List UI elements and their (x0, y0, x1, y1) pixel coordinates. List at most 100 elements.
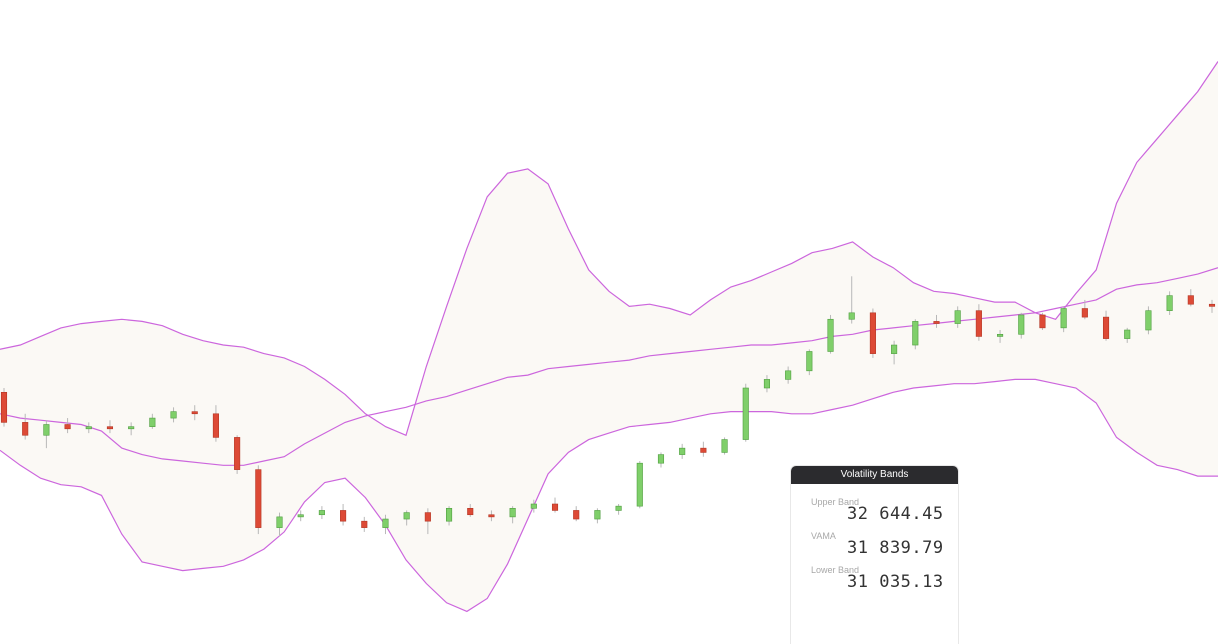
candle (869, 308, 876, 358)
candle (806, 349, 813, 376)
candle-body-up (297, 514, 304, 518)
candle-body-down (700, 447, 707, 453)
candle-body-up (954, 310, 961, 324)
candle-body-up (891, 344, 898, 354)
vama-row: VAMA 31 839.79 (791, 531, 958, 565)
candle-body-down (467, 507, 474, 516)
volatility-bands-panel: Volatility Bands Upper Band 32 644.45 VA… (790, 465, 959, 644)
candle-body-up (848, 312, 855, 320)
candle-body-up (403, 512, 410, 520)
candle-body-up (446, 507, 453, 522)
candle-body-down (106, 426, 114, 430)
candle-body-down (22, 422, 29, 436)
candle (975, 304, 982, 341)
candle (43, 420, 50, 449)
candle (1187, 289, 1194, 307)
candle (912, 319, 919, 350)
candle (149, 413, 156, 429)
candle-body-up (128, 426, 135, 430)
candle-body-down (340, 510, 347, 522)
candle (403, 510, 410, 526)
candle-body-down (1102, 316, 1110, 339)
candle (424, 508, 431, 535)
candle-body-down (551, 503, 559, 511)
candle (891, 340, 898, 365)
lower-band-label: Lower Band (811, 565, 860, 575)
upper-band-row: Upper Band 32 644.45 (791, 497, 958, 531)
candle (340, 504, 347, 526)
candle (573, 506, 580, 522)
candle-body-down (424, 512, 431, 522)
candle (615, 504, 622, 515)
candle-body-up (742, 387, 749, 440)
candle (1208, 299, 1216, 313)
candle-body-up (1060, 308, 1067, 329)
candle-body-up (827, 318, 834, 352)
candle (467, 504, 474, 517)
candle-body-down (191, 411, 198, 415)
candle (763, 375, 770, 393)
candle-body-down (1208, 303, 1216, 307)
candle (657, 452, 665, 468)
vama-label: VAMA (811, 531, 836, 541)
upper-band-value: 32 644.45 (847, 504, 944, 524)
candle (742, 383, 749, 442)
candle (446, 506, 453, 526)
candle (488, 510, 495, 522)
candle (848, 276, 855, 324)
candle-body-up (636, 462, 643, 507)
candle (318, 506, 325, 520)
candles-group (0, 276, 1216, 537)
upper-band-line (0, 61, 1218, 437)
candle (1102, 310, 1110, 341)
candle-body-up (657, 454, 665, 464)
candle (64, 418, 71, 434)
candle (1166, 291, 1173, 315)
lower-band-row: Lower Band 31 035.13 (791, 565, 958, 599)
vama-line (0, 267, 1218, 466)
candle (997, 330, 1004, 343)
candle (1145, 306, 1152, 335)
candle (255, 465, 262, 535)
candle (297, 510, 304, 522)
candle (212, 405, 219, 442)
candle (106, 420, 114, 434)
candle (594, 508, 601, 524)
candle-body-up (615, 505, 622, 511)
candle (276, 512, 283, 537)
candle-body-up (594, 510, 601, 520)
candle (170, 407, 177, 423)
candle-body-down (933, 321, 940, 324)
lower-band-value: 31 035.13 (847, 572, 944, 592)
candle-body-up (85, 426, 92, 430)
candle (85, 422, 92, 434)
candle-body-up (1124, 329, 1131, 339)
candle-body-up (382, 518, 389, 528)
candle (0, 388, 8, 427)
candle-body-up (763, 379, 770, 389)
candle-body-up (276, 516, 283, 528)
candle-body-down (975, 310, 982, 337)
candle (1060, 306, 1067, 333)
candle-body-up (149, 417, 156, 427)
candle-body-down (212, 413, 219, 438)
candle-body-up (1145, 310, 1152, 331)
candle-body-up (997, 333, 1004, 337)
lower-band-line (0, 378, 1218, 613)
candle (700, 441, 707, 457)
candle-body-down (573, 510, 580, 520)
candle (551, 497, 559, 513)
candle (721, 437, 728, 455)
candle-body-up (318, 510, 325, 516)
candle-body-down (0, 391, 8, 423)
candle (22, 413, 29, 440)
candle-body-down (255, 469, 262, 528)
candle-body-up (785, 370, 792, 380)
candle-body-down (1081, 308, 1088, 318)
candle-body-up (1018, 314, 1025, 335)
candle-body-down (1039, 314, 1046, 329)
candle-body-up (912, 321, 919, 346)
vama-value: 31 839.79 (847, 538, 944, 558)
candle (191, 405, 198, 421)
